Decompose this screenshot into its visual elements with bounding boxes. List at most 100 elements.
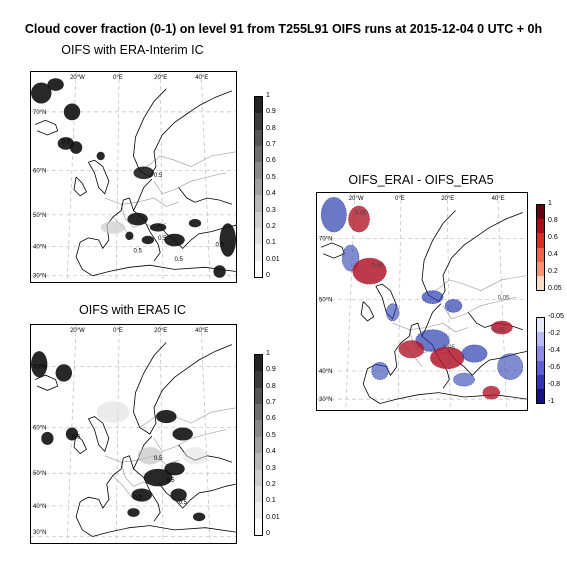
panel3-colorbar-positive [536,204,545,291]
latitude-label: 30°N [319,397,332,403]
cloud-blob [55,364,72,382]
colorbar-swatch [255,502,262,520]
coastline [133,88,233,178]
map-canvas: 0.05 0.05 0.05 0.05 0.05 20°W 0°E 20°E 40°E 70°N 5… [317,193,527,410]
colorbar-tick-label: 0.05 [548,285,562,292]
cloud-blob [352,257,387,285]
cloud-blob [125,231,134,240]
longitude-label: 0°E [113,328,123,334]
contour-label: 0.5 [154,456,163,462]
colorbar-swatch [537,233,544,248]
coastline [379,392,527,404]
cloud-blob [320,197,347,233]
coastline [360,301,375,322]
cloud-blob [133,166,154,180]
latitude-label: 70°N [319,237,332,243]
coastline [34,374,59,391]
colorbar-tick-label: 0 [266,530,270,537]
colorbar-tick-label: 0 [266,272,270,279]
contour-label: 0.05 [372,263,384,269]
cloud-blob [453,372,475,387]
colorbar-swatch [255,227,262,245]
contour-label: 0.5 [62,139,71,145]
country-border [112,475,134,500]
country-border [139,151,236,171]
colorbar-tick-label: 0.01 [266,255,280,263]
colorbar-swatch [255,436,262,454]
coastline [73,176,87,197]
country-border [153,429,226,452]
panel1-map: 0.5 0.5 0.5 0.5 0.5 0.5 20°W 0°E 20°E 40°E 70°N 60°… [30,71,237,283]
cloud-blob [31,351,48,378]
coastline [157,481,236,509]
cloud-blob [69,141,83,154]
latitude-label: 70°N [33,364,46,370]
country-border [153,172,226,195]
colorbar-tick-label: 0.6 [266,415,276,423]
cloud-blob [156,410,177,424]
cloud-blob [164,462,185,476]
colorbar-swatch [537,205,544,220]
longitude-label: 20°E [154,328,167,334]
meridian-line [115,72,120,282]
colorbar-swatch [255,453,262,471]
colorbar-swatch [537,219,544,234]
panel3-map: 0.05 0.05 0.05 0.05 0.05 20°W 0°E 20°E 40°E 70°N 5… [316,192,528,411]
colorbar-swatch [255,97,262,114]
colorbar-tick-label: 0.4 [266,190,276,198]
contour-label: 0.5 [72,434,81,440]
contour-label: 0.5 [216,242,225,248]
colorbar-swatch [255,129,262,147]
coastline [467,312,523,331]
contour-label: 0.5 [154,173,163,179]
cloud-blob [63,103,81,121]
contour-label: 0.05 [443,345,455,351]
cloud-blob [131,488,152,502]
panel3-title: OIFS_ERAI - OIFS_ERA5 [348,173,494,187]
colorbar-swatch [255,113,262,131]
latitude-label: 50°N [33,213,46,219]
cloud-blob [41,431,54,445]
longitude-label: 40°E [492,196,505,202]
colorbar-swatch [255,260,262,277]
colorbar-swatch [537,275,544,290]
latitude-label: 50°N [319,297,332,303]
cloud-blob [47,78,64,91]
colorbar-tick-label: 0.5 [266,431,276,439]
cloud-blob [143,468,173,487]
colorbar-swatch [255,162,262,180]
colorbar-tick-label: 0.3 [266,206,276,214]
coastline [88,416,110,453]
cloud-blob [415,329,450,352]
latitude-label: 30°N [33,530,46,536]
colorbar-tick-label: -0.8 [548,381,561,388]
country-border [442,296,517,320]
cloud-blob [385,303,400,322]
cloud-blob [213,265,226,278]
contour-label: 0.05 [355,211,367,217]
colorbar-swatch [255,485,262,503]
coastline [321,242,345,259]
colorbar-tick-label: -0.4 [548,347,561,354]
colorbar-tick-label: 0.2 [266,222,276,230]
latitude-label: 50°N [33,471,46,477]
contour-label: 0.5 [179,500,188,506]
colorbar-tick-label: 0.8 [548,217,558,224]
colorbar-tick-label: 1 [548,200,552,207]
colorbar-swatch [537,247,544,263]
meridian-line [200,72,211,282]
colorbar-tick-label: -0.6 [548,364,561,371]
colorbar-swatch [255,178,262,196]
colorbar-tick-label: 0.2 [548,268,558,275]
panel2-colorbar [254,354,263,536]
longitude-label: 20°E [154,75,167,81]
longitude-label: 20°E [441,196,454,202]
cloud-blob [96,401,130,424]
colorbar-swatch [255,387,262,405]
meridian-line [115,325,120,543]
meridian-line [159,72,164,282]
cloud-blob [127,212,148,226]
colorbar-tick-label: 0.6 [266,157,276,165]
colorbar-swatch [537,261,544,277]
latitude-label: 40°N [33,244,46,250]
